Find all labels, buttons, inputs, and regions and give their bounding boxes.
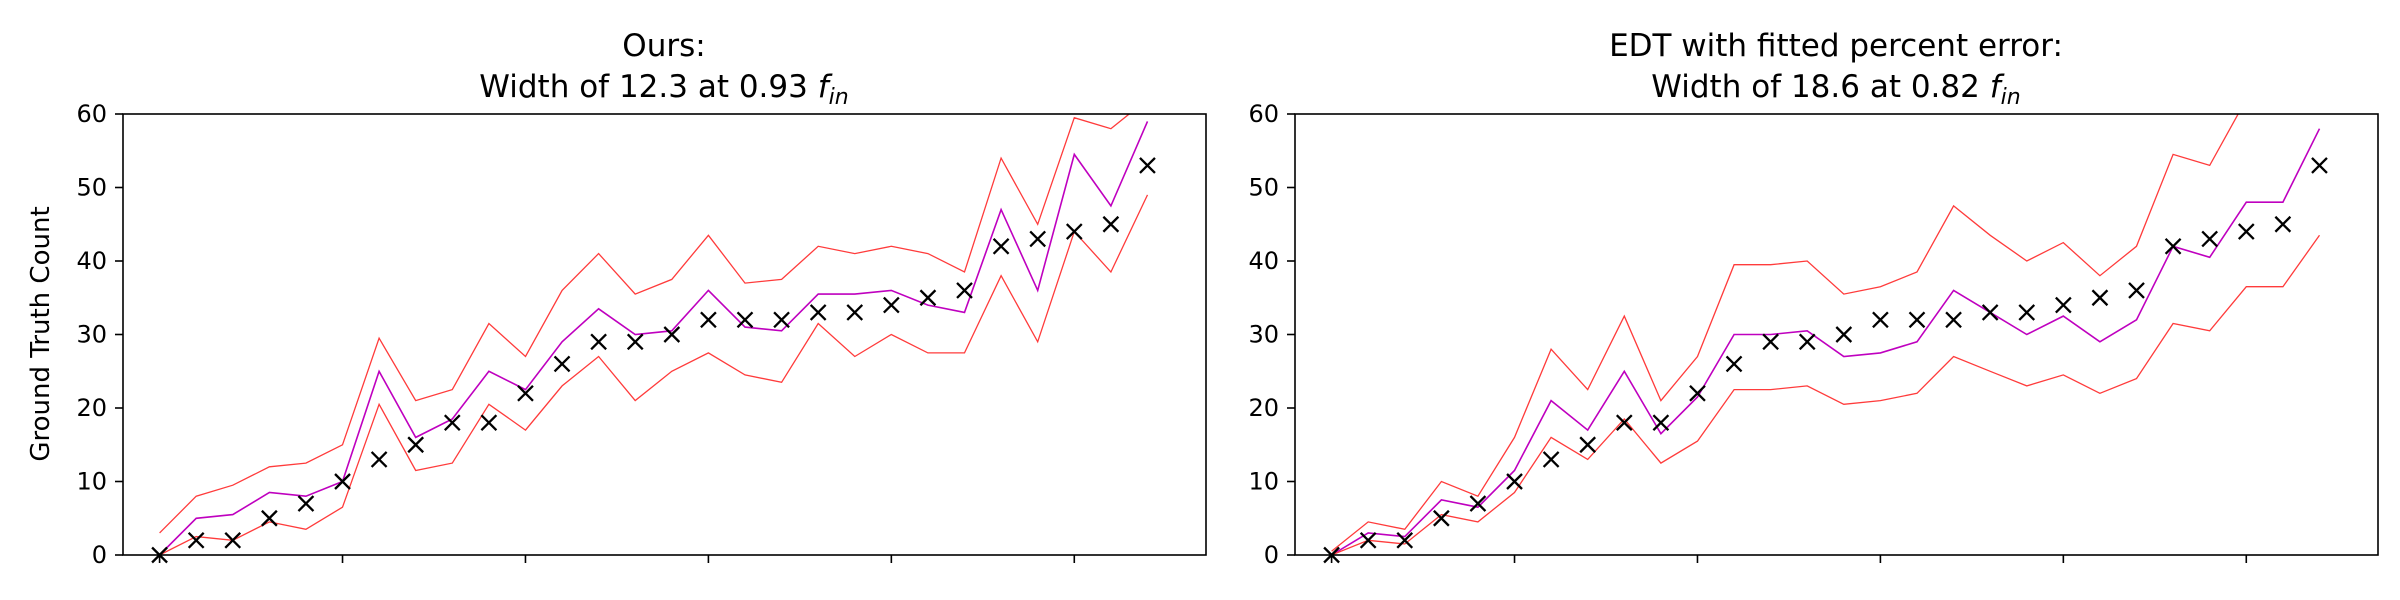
truth-marker (919, 289, 937, 307)
y-tick-label: 30 (1248, 321, 1279, 349)
truth-marker (261, 509, 278, 527)
series-line-lower (159, 194, 1149, 555)
truth-marker (1689, 384, 1706, 402)
series-line-lower (1331, 234, 2321, 555)
y-tick-label: 10 (1248, 468, 1279, 496)
y-tick-label: 30 (76, 321, 107, 349)
chart-title-line1: EDT with fitted percent error: (1609, 28, 2063, 64)
series-line-estimate (1331, 128, 2321, 555)
y-tick-label: 60 (76, 100, 107, 128)
truth-marker (736, 311, 754, 329)
truth-marker (663, 326, 681, 343)
y-tick-label: 0 (1264, 541, 1279, 569)
truth-marker (187, 531, 205, 549)
plot-area: 0 10 20 30 40 50 60 (76, 100, 1207, 569)
y-tick-label: 20 (76, 394, 107, 422)
y-tick-label: 10 (76, 468, 107, 496)
truth-marker (1762, 333, 1779, 351)
y-axis-label: Ground Truth Count (26, 206, 56, 461)
truth-marker (1579, 436, 1597, 454)
truth-marker (2164, 237, 2182, 255)
truth-marker (773, 311, 790, 329)
truth-marker (2091, 289, 2109, 307)
truth-marker (443, 414, 461, 432)
truth-marker (1652, 414, 1670, 432)
axes-frame (122, 113, 1207, 556)
y-tick-label: 20 (1248, 394, 1279, 422)
truth-marker (297, 495, 315, 512)
chart-title-line2: Width of 12.3 at 0.93 fin (479, 69, 848, 110)
truth-marker (1506, 473, 1523, 490)
truth-marker (1945, 311, 1962, 329)
truth-marker (2128, 282, 2145, 299)
truth-marker (1908, 311, 1926, 329)
truth-marker (2274, 215, 2292, 233)
truth-marker (480, 414, 498, 432)
y-tick-label: 60 (1248, 100, 1279, 128)
panel-edt: EDT with fitted percent error: Width of … (1248, 28, 2379, 569)
series-line-upper (159, 114, 1131, 534)
truth-marker (1798, 333, 1816, 351)
truth-marker (1469, 495, 1487, 512)
truth-marker (1139, 157, 1156, 174)
axes-frame (1294, 113, 2379, 556)
truth-marker (1359, 531, 1377, 549)
truth-marker (224, 531, 242, 549)
truth-marker (2311, 157, 2328, 174)
truth-marker (1835, 326, 1853, 343)
chart-title-line1: Ours: (622, 28, 705, 64)
truth-marker (1396, 531, 1414, 549)
truth-marker (1872, 311, 1889, 329)
plot-area: 0 10 20 30 40 50 60 (1248, 100, 2379, 569)
y-tick-label: 40 (1248, 247, 1279, 275)
truth-marker (809, 304, 827, 321)
truth-marker (2237, 223, 2255, 240)
truth-marker (2018, 304, 2036, 321)
truth-marker (956, 282, 973, 299)
truth-marker (846, 304, 864, 321)
y-tick-label: 50 (76, 174, 107, 202)
truth-marker (626, 333, 644, 351)
truth-marker (1029, 230, 1047, 248)
panel-ours: Ours: Width of 12.3 at 0.93 fin Ground T… (26, 28, 1207, 569)
y-tick-label: 40 (76, 247, 107, 275)
truth-marker (334, 473, 351, 490)
truth-marker (1065, 223, 1083, 240)
series-line-estimate (159, 121, 1149, 555)
truth-marker (1615, 414, 1633, 432)
series-line-upper (1331, 114, 2239, 552)
truth-marker (2201, 230, 2219, 248)
truth-marker (370, 451, 388, 468)
chart-title-line2: Width of 18.6 at 0.82 fin (1651, 69, 2020, 110)
truth-marker (992, 237, 1010, 255)
truth-marker (407, 436, 425, 454)
truth-marker (2055, 296, 2072, 314)
truth-marker (700, 311, 717, 329)
truth-marker (553, 355, 571, 373)
truth-marker (590, 333, 607, 351)
y-tick-label: 50 (1248, 174, 1279, 202)
truth-marker (1433, 509, 1450, 527)
y-tick-label: 0 (92, 541, 107, 569)
truth-marker (1542, 451, 1560, 468)
truth-marker (1725, 355, 1743, 373)
truth-marker (883, 296, 900, 314)
truth-marker (1981, 304, 1999, 321)
truth-marker (517, 384, 534, 402)
truth-marker (1102, 215, 1120, 233)
